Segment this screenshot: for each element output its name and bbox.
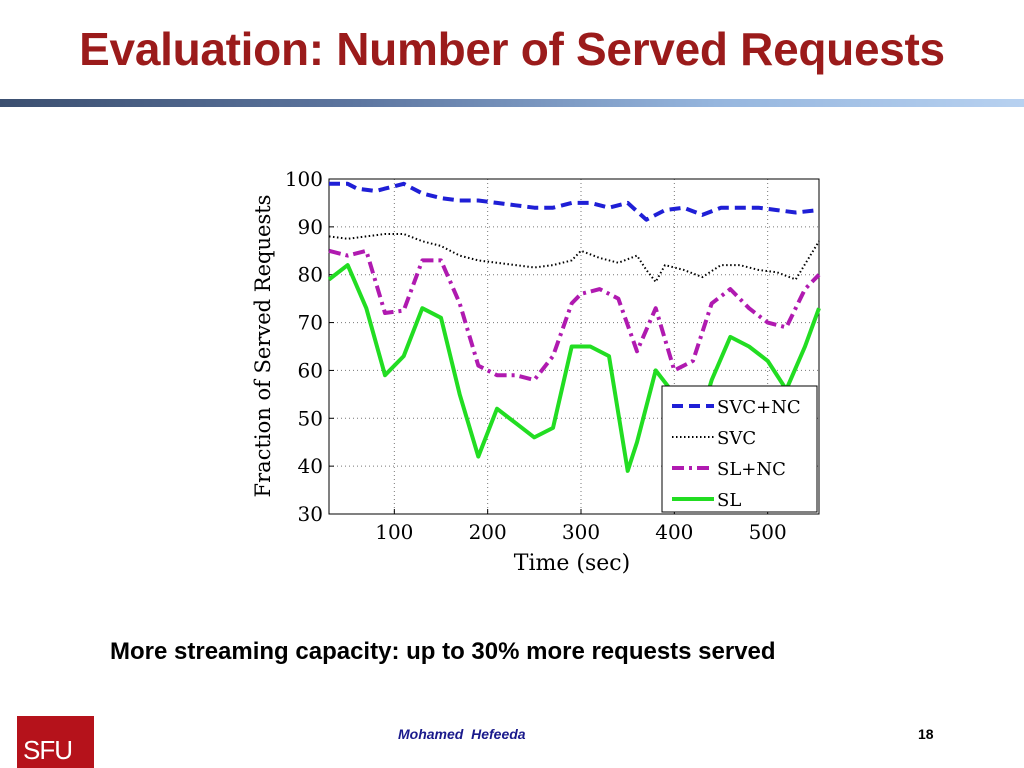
slide-title: Evaluation: Number of Served Requests xyxy=(79,23,945,75)
x-tick-label: 400 xyxy=(655,520,693,544)
y-tick-label: 50 xyxy=(298,406,323,430)
y-tick-label: 40 xyxy=(298,454,323,478)
y-tick-label: 70 xyxy=(298,311,323,335)
legend-label: SL xyxy=(717,490,741,511)
series-line-sl xyxy=(327,263,821,473)
y-tick-label: 80 xyxy=(298,263,323,287)
series-line-svc-nc xyxy=(329,181,820,222)
y-tick-label: 90 xyxy=(298,215,323,239)
x-tick-label: 500 xyxy=(749,520,787,544)
sfu-logo: SFU xyxy=(17,716,94,768)
legend-label: SVC+NC xyxy=(717,397,801,418)
x-tick-label: 300 xyxy=(562,520,600,544)
x-tick-label: 100 xyxy=(375,520,413,544)
legend-label: SVC xyxy=(717,428,756,449)
axis-ticks: 100 200 300 400 500 30 40 50 60 70 80 90 100 xyxy=(285,167,787,544)
plot-area-frame xyxy=(328,178,820,515)
legend-label: SL+NC xyxy=(717,459,786,480)
slide-caption: More streaming capacity: up to 30% more … xyxy=(110,638,776,665)
chart-legend: SVC+NC SVC SL+NC SL xyxy=(661,385,818,513)
logo-text: SFU xyxy=(23,735,73,765)
y-tick-label: 30 xyxy=(298,502,323,526)
x-tick-label: 200 xyxy=(469,520,507,544)
y-tick-label: 60 xyxy=(298,358,323,382)
series-line-sl-nc xyxy=(328,248,821,382)
x-axis-label: Time (sec) xyxy=(514,551,630,576)
legend-box xyxy=(661,385,818,513)
footer-author: Mohamed Hefeeda xyxy=(398,726,526,742)
page-number: 18 xyxy=(918,726,934,742)
chart-series xyxy=(327,181,821,473)
y-tick-label: 100 xyxy=(285,167,323,191)
y-axis-label: Fraction of Served Requests xyxy=(251,195,275,498)
series-line-svc xyxy=(328,233,820,283)
title-divider xyxy=(0,99,1024,107)
